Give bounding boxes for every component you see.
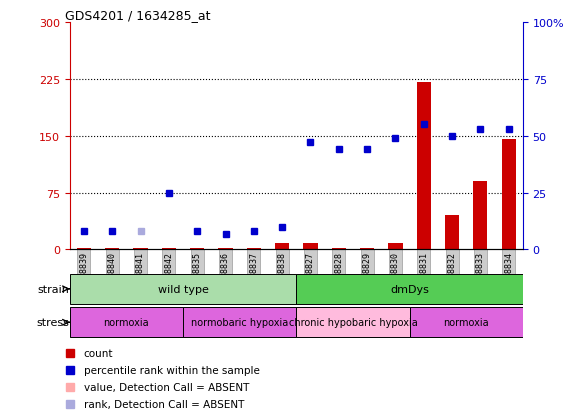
Bar xyxy=(275,244,289,250)
Text: GDS4201 / 1634285_at: GDS4201 / 1634285_at xyxy=(65,9,211,21)
Bar xyxy=(183,307,296,337)
Bar xyxy=(296,274,523,304)
Bar xyxy=(388,244,403,250)
Bar xyxy=(417,83,431,250)
Text: wild type: wild type xyxy=(157,284,209,294)
Bar xyxy=(70,274,296,304)
Bar xyxy=(360,248,374,250)
Text: dmDys: dmDys xyxy=(390,284,429,294)
Bar xyxy=(105,248,119,250)
Bar xyxy=(218,248,232,250)
Bar xyxy=(247,248,261,250)
Bar xyxy=(501,140,516,250)
Text: normoxia: normoxia xyxy=(443,318,489,328)
Bar xyxy=(474,182,487,250)
Text: strain: strain xyxy=(37,284,69,294)
Text: percentile rank within the sample: percentile rank within the sample xyxy=(84,365,260,375)
Text: count: count xyxy=(84,349,113,358)
Text: value, Detection Call = ABSENT: value, Detection Call = ABSENT xyxy=(84,382,249,392)
Bar xyxy=(162,248,176,250)
Bar xyxy=(303,244,318,250)
Text: stress: stress xyxy=(36,318,69,328)
Bar xyxy=(410,307,523,337)
Text: normoxia: normoxia xyxy=(103,318,149,328)
Bar xyxy=(296,307,410,337)
Bar xyxy=(134,248,148,250)
Text: rank, Detection Call = ABSENT: rank, Detection Call = ABSENT xyxy=(84,399,244,409)
Bar xyxy=(70,307,183,337)
Bar xyxy=(445,216,459,250)
Text: normobaric hypoxia: normobaric hypoxia xyxy=(191,318,288,328)
Text: chronic hypobaric hypoxia: chronic hypobaric hypoxia xyxy=(289,318,417,328)
Bar xyxy=(332,248,346,250)
Bar xyxy=(77,248,91,250)
Bar xyxy=(190,248,205,250)
